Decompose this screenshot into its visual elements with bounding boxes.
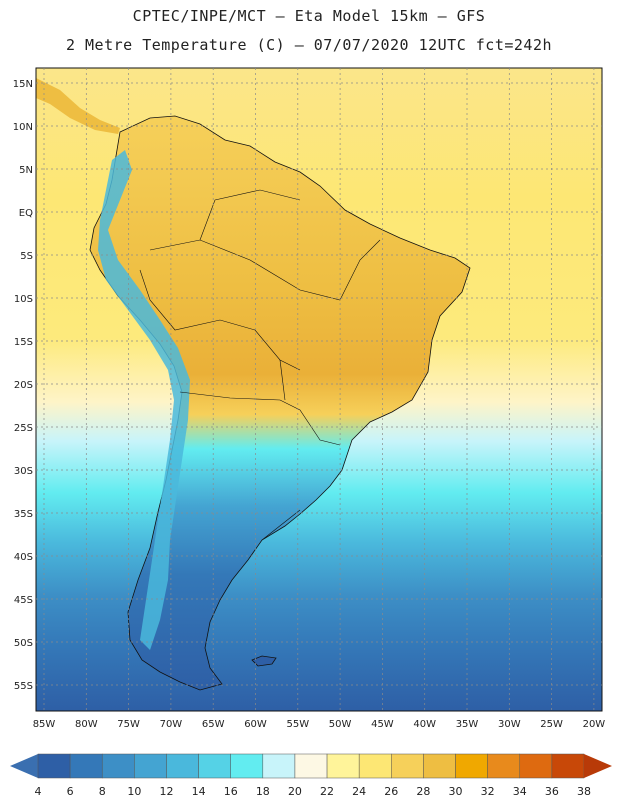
longitude-label: 80W bbox=[75, 719, 98, 730]
map-frame bbox=[35, 67, 603, 712]
map-title-line1: CPTEC/INPE/MCT – Eta Model 15km – GFS bbox=[132, 7, 486, 25]
latitude-label: 10N bbox=[13, 122, 33, 133]
colorbar-tick-label: 18 bbox=[256, 785, 270, 798]
latitude-label: 30S bbox=[14, 466, 33, 477]
country-borders bbox=[139, 189, 381, 541]
colorbar-tick-label: 32 bbox=[481, 785, 495, 798]
andes-cool-ridge bbox=[98, 150, 190, 650]
latitude-label: 5S bbox=[20, 251, 33, 262]
colorbar-swatch bbox=[134, 753, 167, 779]
colorbar-tick-label: 34 bbox=[513, 785, 527, 798]
map-title-line2: 2 Metre Temperature (C) – 07/07/2020 12U… bbox=[65, 36, 553, 54]
latitude-label: 15S bbox=[14, 337, 33, 348]
colorbar-tick-label: 6 bbox=[67, 785, 74, 798]
colorbar-swatch bbox=[551, 753, 585, 779]
colorbar-swatch bbox=[487, 753, 521, 779]
colorbar-tick-label: 30 bbox=[449, 785, 463, 798]
longitude-label: 85W bbox=[33, 719, 56, 730]
colorbar-tick-label: 8 bbox=[99, 785, 106, 798]
colorbar-swatch bbox=[101, 753, 135, 779]
colorbar-tick-label: 10 bbox=[127, 785, 141, 798]
latitude-label: 5N bbox=[19, 165, 33, 176]
longitude-label: 60W bbox=[244, 719, 267, 730]
colorbar-swatch bbox=[262, 753, 296, 779]
colorbar-swatch bbox=[69, 753, 103, 779]
temperature-colorbar: 4 6 8 10 12 14 16 18 20 22 24 26 28 30 32 34 36 38 bbox=[10, 753, 612, 798]
colorbar-tick-label: 28 bbox=[416, 785, 430, 798]
colorbar-high-arrow bbox=[584, 754, 612, 778]
colorbar-swatch bbox=[166, 753, 199, 779]
latitude-label: 15N bbox=[13, 79, 33, 90]
colorbar-tick-label: 16 bbox=[224, 785, 238, 798]
colorbar-tick-label: 12 bbox=[159, 785, 173, 798]
colorbar-swatch bbox=[198, 753, 231, 779]
longitude-label: 50W bbox=[329, 719, 352, 730]
map-gridlines bbox=[36, 68, 602, 711]
longitude-label: 65W bbox=[202, 719, 225, 730]
colorbar-swatch bbox=[230, 753, 264, 779]
colorbar-tick-label: 4 bbox=[35, 785, 42, 798]
latitude-labels: 15N 10N 5N EQ 5S 10S 15S 20S 25S 30S 35S 40S 45S 50S 5… bbox=[13, 79, 33, 692]
longitude-label: 25W bbox=[540, 719, 563, 730]
longitude-label: 70W bbox=[160, 719, 183, 730]
longitude-labels: 85W 80W 75W 70W 65W 60W 55W 50W 45W 40W 35W 30W 25W 2… bbox=[33, 719, 606, 730]
colorbar-swatch bbox=[455, 753, 488, 779]
latitude-label: EQ bbox=[19, 208, 33, 219]
colorbar-tick-label: 38 bbox=[577, 785, 591, 798]
longitude-label: 35W bbox=[456, 719, 479, 730]
longitude-label: 75W bbox=[117, 719, 140, 730]
latitude-label: 10S bbox=[14, 294, 33, 305]
colorbar-swatch bbox=[519, 753, 553, 779]
longitude-label: 55W bbox=[286, 719, 309, 730]
colorbar-swatch bbox=[358, 753, 392, 779]
colorbar-tick-label: 26 bbox=[384, 785, 398, 798]
latitude-label: 55S bbox=[14, 681, 33, 692]
colorbar-swatch bbox=[294, 753, 328, 779]
colorbar-tick-label: 24 bbox=[352, 785, 366, 798]
central-america-landmass bbox=[36, 78, 120, 134]
colorbar-swatch bbox=[423, 753, 456, 779]
colorbar-tick-label: 36 bbox=[545, 785, 559, 798]
falkland-islands bbox=[251, 655, 277, 667]
latitude-label: 45S bbox=[14, 595, 33, 606]
temperature-field bbox=[36, 68, 602, 711]
longitude-label: 20W bbox=[583, 719, 606, 730]
colorbar-tick-label: 14 bbox=[192, 785, 206, 798]
colorbar-swatch bbox=[37, 753, 71, 779]
latitude-label: 35S bbox=[14, 509, 33, 520]
latitude-label: 40S bbox=[14, 552, 33, 563]
colorbar-swatch bbox=[391, 753, 424, 779]
latitude-label: 20S bbox=[14, 380, 33, 391]
colorbar-swatch bbox=[326, 753, 360, 779]
latitude-label: 50S bbox=[14, 638, 33, 649]
latitude-label: 25S bbox=[14, 423, 33, 434]
colorbar-tick-label: 22 bbox=[320, 785, 334, 798]
colorbar-low-arrow bbox=[10, 754, 38, 778]
longitude-label: 40W bbox=[413, 719, 436, 730]
longitude-label: 45W bbox=[371, 719, 394, 730]
longitude-label: 30W bbox=[498, 719, 521, 730]
colorbar-tick-label: 20 bbox=[288, 785, 302, 798]
